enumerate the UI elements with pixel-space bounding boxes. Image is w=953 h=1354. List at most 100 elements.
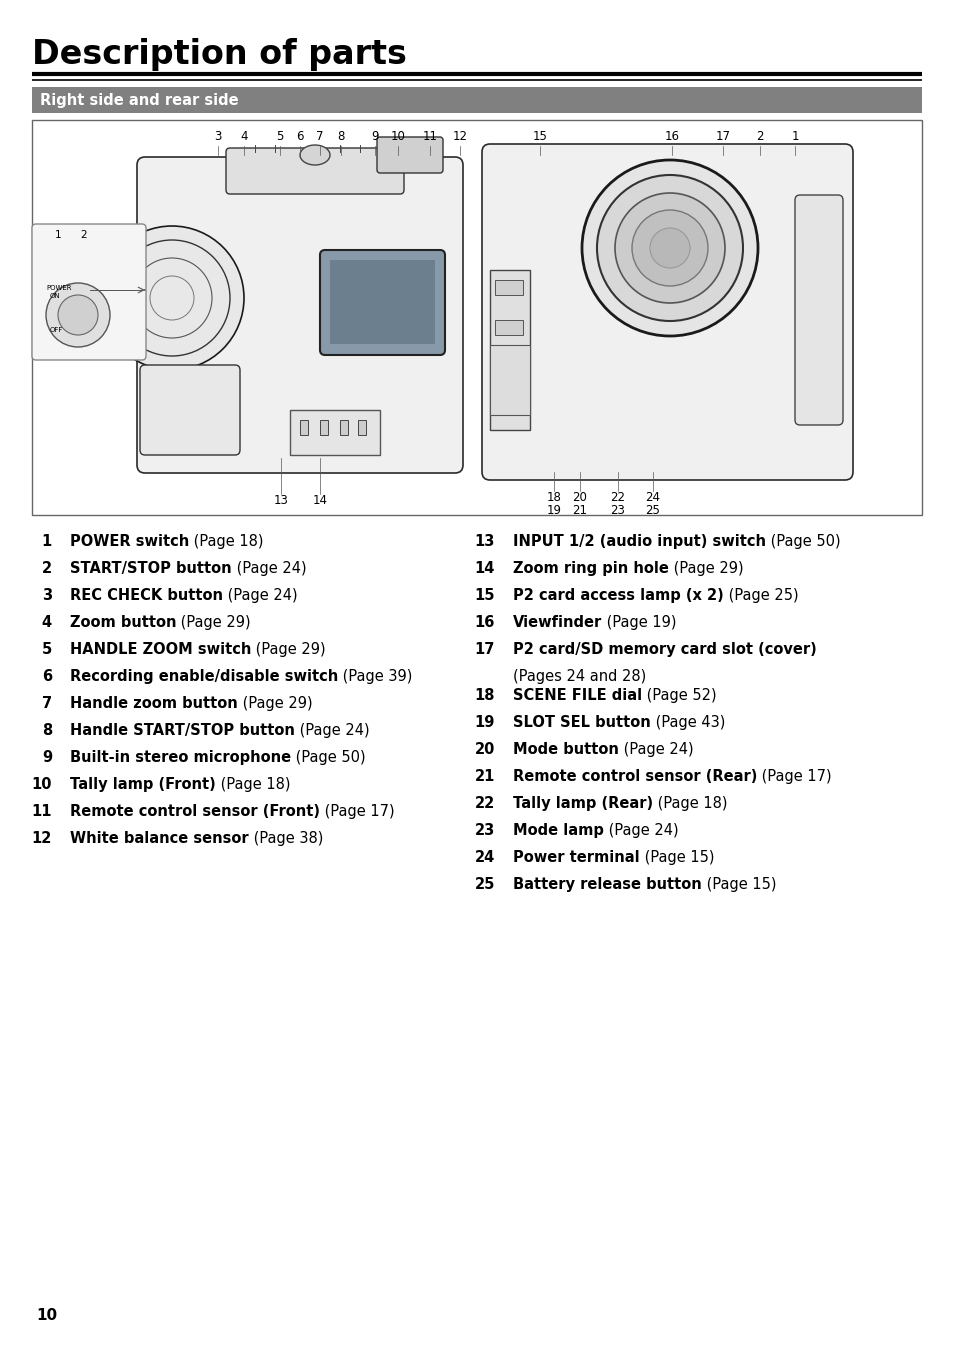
Text: POWER: POWER	[46, 284, 71, 291]
Text: 19: 19	[475, 715, 495, 730]
Text: 18: 18	[474, 688, 495, 703]
Text: (Page 29): (Page 29)	[668, 561, 742, 575]
Text: 1: 1	[790, 130, 798, 144]
FancyBboxPatch shape	[137, 157, 462, 473]
Text: Battery release button: Battery release button	[513, 877, 701, 892]
Text: INPUT 1/2 (audio input) switch: INPUT 1/2 (audio input) switch	[513, 533, 765, 548]
FancyBboxPatch shape	[226, 148, 403, 194]
Text: 21: 21	[572, 504, 587, 517]
Text: 13: 13	[475, 533, 495, 548]
Circle shape	[46, 283, 110, 347]
Bar	[299, 420, 308, 435]
Text: START/STOP button: START/STOP button	[70, 561, 232, 575]
Text: (Page 15): (Page 15)	[701, 877, 776, 892]
Text: White balance sensor: White balance sensor	[70, 831, 249, 846]
Bar	[319, 420, 328, 435]
Text: Tally lamp (Rear): Tally lamp (Rear)	[513, 796, 653, 811]
Text: (Page 24): (Page 24)	[232, 561, 306, 575]
Text: 12: 12	[452, 130, 467, 144]
Text: Recording enable/disable switch: Recording enable/disable switch	[70, 669, 338, 684]
Text: (Page 50): (Page 50)	[765, 533, 840, 548]
Text: 12: 12	[31, 831, 52, 846]
Text: (Page 39): (Page 39)	[338, 669, 413, 684]
Text: (Page 18): (Page 18)	[653, 796, 727, 811]
Circle shape	[597, 175, 742, 321]
Ellipse shape	[299, 145, 330, 165]
Bar	[339, 420, 348, 435]
Bar	[290, 410, 379, 455]
Text: 24: 24	[645, 492, 659, 504]
Text: 6: 6	[296, 130, 303, 144]
Text: REC CHECK button: REC CHECK button	[70, 588, 223, 603]
Text: (Page 52): (Page 52)	[641, 688, 716, 703]
Text: 23: 23	[610, 504, 625, 517]
Text: Viewfinder: Viewfinder	[513, 615, 601, 630]
Text: (Page 43): (Page 43)	[650, 715, 724, 730]
Text: 17: 17	[715, 130, 730, 144]
Text: Right side and rear side: Right side and rear side	[40, 92, 238, 107]
Text: (Page 24): (Page 24)	[223, 588, 297, 603]
Text: (Page 29): (Page 29)	[176, 615, 251, 630]
Bar	[495, 360, 522, 375]
Text: 22: 22	[610, 492, 625, 504]
Text: (Pages 24 and 28): (Pages 24 and 28)	[513, 669, 645, 684]
Text: 25: 25	[645, 504, 659, 517]
Text: 6: 6	[42, 669, 52, 684]
Text: (Page 24): (Page 24)	[603, 823, 678, 838]
Bar	[490, 269, 530, 431]
Text: 13: 13	[274, 494, 288, 506]
Text: Description of parts: Description of parts	[32, 38, 406, 70]
Text: (Page 19): (Page 19)	[601, 615, 676, 630]
Text: 4: 4	[42, 615, 52, 630]
Text: 15: 15	[474, 588, 495, 603]
Text: Mode lamp: Mode lamp	[513, 823, 603, 838]
Text: (Page 38): (Page 38)	[249, 831, 323, 846]
Text: Built-in stereo microphone: Built-in stereo microphone	[70, 750, 291, 765]
Text: 2: 2	[42, 561, 52, 575]
Bar	[495, 395, 522, 410]
Text: 1: 1	[55, 230, 62, 240]
Bar	[357, 420, 366, 435]
Text: P2 card access lamp (x 2): P2 card access lamp (x 2)	[513, 588, 723, 603]
Text: Mode button: Mode button	[513, 742, 618, 757]
Text: 9: 9	[42, 750, 52, 765]
Text: 15: 15	[532, 130, 547, 144]
Text: OFF: OFF	[50, 328, 63, 333]
Text: 7: 7	[315, 130, 323, 144]
Text: 25: 25	[475, 877, 495, 892]
Text: P2 card/SD memory card slot (cover): P2 card/SD memory card slot (cover)	[513, 642, 816, 657]
Text: 5: 5	[276, 130, 283, 144]
Text: 18: 18	[546, 492, 561, 504]
Text: 20: 20	[572, 492, 587, 504]
Text: 22: 22	[475, 796, 495, 811]
Text: (Page 25): (Page 25)	[723, 588, 798, 603]
Text: 3: 3	[42, 588, 52, 603]
Text: 2: 2	[756, 130, 763, 144]
FancyBboxPatch shape	[376, 137, 442, 173]
Circle shape	[58, 295, 98, 334]
Text: 11: 11	[31, 804, 52, 819]
Text: ON: ON	[50, 292, 61, 299]
Text: (Page 17): (Page 17)	[757, 769, 831, 784]
Text: 23: 23	[475, 823, 495, 838]
Text: HANDLE ZOOM switch: HANDLE ZOOM switch	[70, 642, 251, 657]
Text: 10: 10	[36, 1308, 57, 1323]
Circle shape	[581, 160, 758, 336]
Text: 21: 21	[475, 769, 495, 784]
Text: Remote control sensor (Rear): Remote control sensor (Rear)	[513, 769, 757, 784]
Text: 10: 10	[390, 130, 405, 144]
Text: 8: 8	[337, 130, 344, 144]
Text: 19: 19	[546, 504, 561, 517]
Text: (Page 24): (Page 24)	[294, 723, 369, 738]
Text: (Page 18): (Page 18)	[189, 533, 263, 548]
Text: 9: 9	[371, 130, 378, 144]
FancyBboxPatch shape	[140, 366, 240, 455]
Text: (Page 17): (Page 17)	[319, 804, 395, 819]
Text: Zoom ring pin hole: Zoom ring pin hole	[513, 561, 668, 575]
Text: SCENE FILE dial: SCENE FILE dial	[513, 688, 641, 703]
Text: 20: 20	[475, 742, 495, 757]
Bar	[495, 320, 522, 334]
Circle shape	[631, 210, 707, 286]
FancyBboxPatch shape	[794, 195, 842, 425]
Text: (Page 18): (Page 18)	[215, 777, 290, 792]
